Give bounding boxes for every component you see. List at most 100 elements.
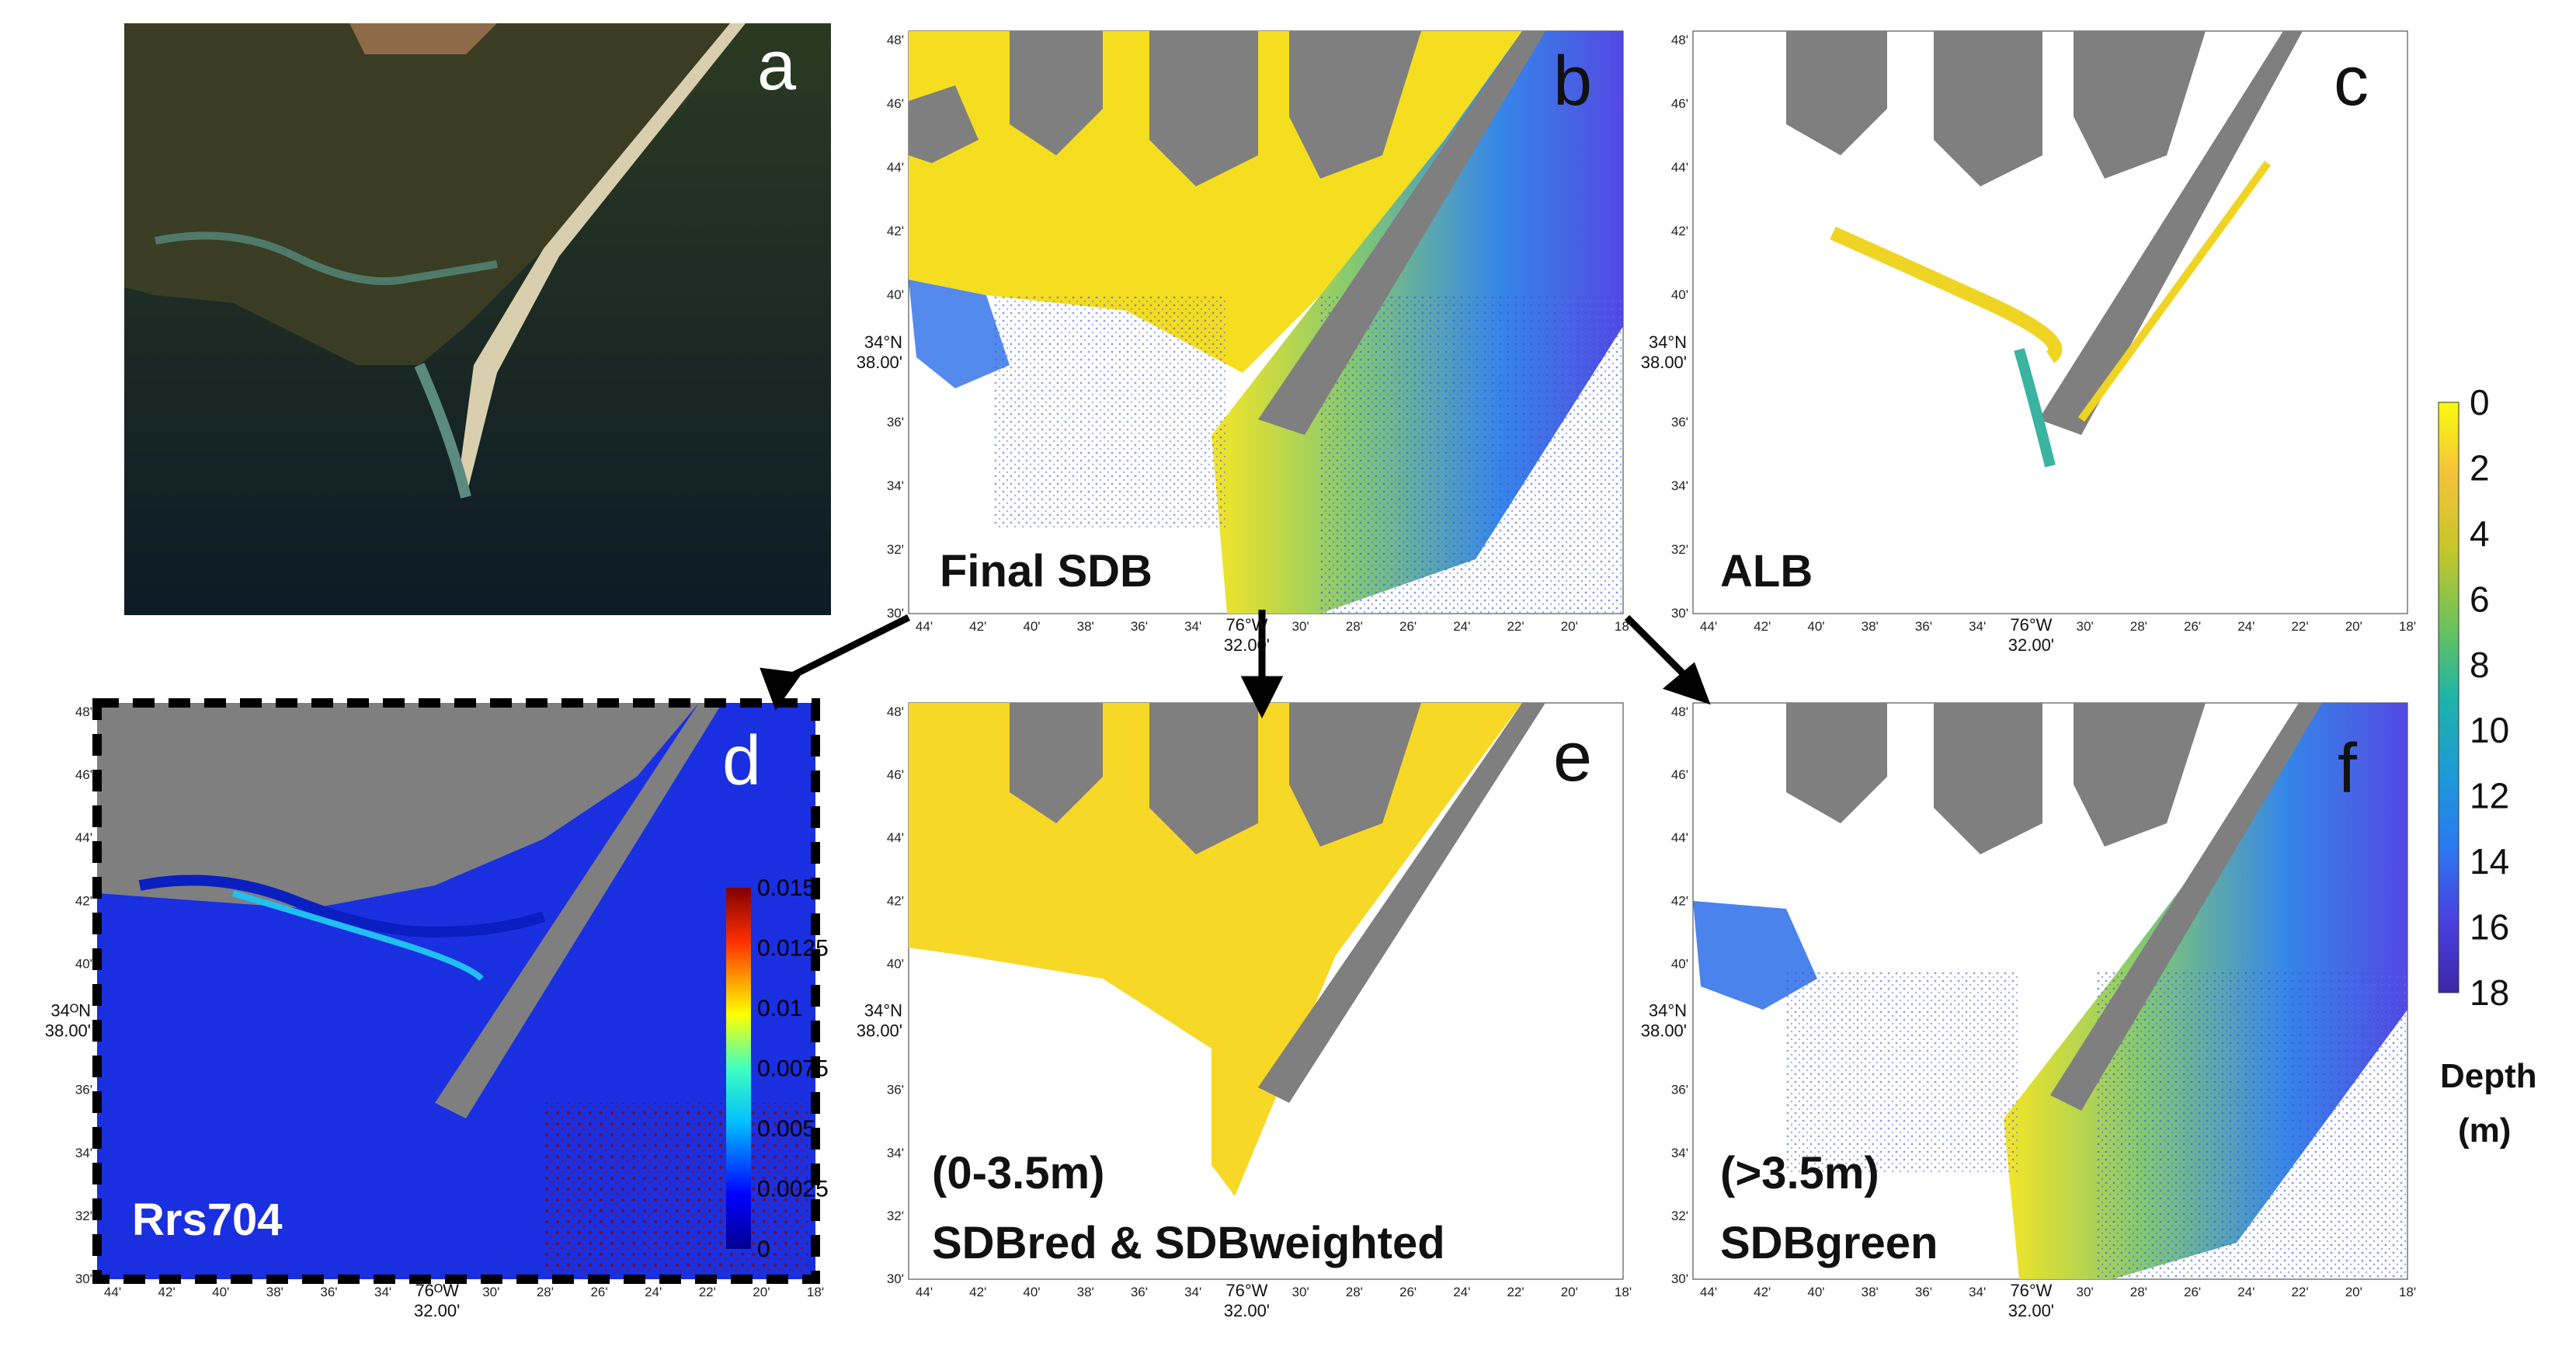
y-tick-label: 30' [1671, 1271, 1688, 1286]
y-tick-label: 32' [1671, 1209, 1688, 1223]
depth-colorbar-tick: 16 [2470, 907, 2509, 948]
y-tick-label: 36' [1671, 415, 1688, 430]
depth-colorbar-tick: 18 [2470, 972, 2509, 1013]
panel-f-letter: f [2338, 730, 2358, 808]
depth-colorbar-tick: 8 [2470, 645, 2490, 685]
x-axis-center-minutes: 32.00' [414, 1301, 460, 1320]
rrs-colorbar-tick: 0 [757, 1237, 770, 1262]
x-tick-label: 20' [2345, 619, 2362, 634]
x-tick-label: 38' [1862, 1285, 1879, 1299]
channel [155, 231, 498, 285]
y-tick-label: 34' [75, 1146, 92, 1160]
farmland [349, 23, 497, 54]
x-tick-label: 22' [2291, 1285, 2308, 1299]
x-tick-label: 42' [969, 1285, 986, 1299]
x-tick-label: 34' [1969, 619, 1986, 634]
depth-colorbar-tick: 14 [2470, 841, 2509, 882]
x-tick-label: 36' [1131, 619, 1148, 634]
x-tick-label: 18' [807, 1285, 824, 1299]
x-tick-label: 38' [1862, 619, 1879, 634]
rrs-colorbar-tick: 0.0075 [757, 1056, 829, 1082]
land [97, 703, 699, 909]
x-tick-label: 26' [2184, 1285, 2201, 1299]
y-axis-center-label: 34°N [864, 1001, 902, 1021]
y-axis-center-label: 34ᴼN [50, 1001, 91, 1021]
x-tick-label: 18' [2399, 619, 2416, 634]
y-tick-label: 32' [1671, 542, 1688, 557]
alb-coverage [1830, 226, 2063, 363]
y-tick-label: 40' [1671, 956, 1688, 971]
land [1149, 703, 1258, 854]
x-tick-label: 36' [320, 1285, 337, 1299]
y-tick-label: 40' [75, 956, 92, 971]
y-tick-label: 34' [1671, 478, 1688, 493]
x-tick-label: 26' [2184, 619, 2201, 634]
y-tick-label: 46' [1671, 767, 1688, 782]
depth-colorbar-tick: 2 [2470, 447, 2490, 488]
rrs-colorbar-tick: 0.015 [757, 875, 815, 901]
land [1934, 31, 2042, 186]
y-tick-label: 48' [1671, 704, 1688, 719]
x-tick-label: 40' [1023, 1285, 1040, 1299]
panel-c-letter: c [2334, 43, 2369, 120]
x-axis-center-minutes: 32.00' [2008, 1301, 2054, 1320]
y-tick-label: 30' [1671, 606, 1688, 621]
axis-labels: 48' 46' 44' 42' 40' 34°N38.00' 36' 34' 32' 30' 44'… [45, 33, 2416, 1320]
barrier-island [2050, 703, 2322, 1111]
land [1786, 31, 1887, 155]
land-mass [124, 23, 730, 365]
depth-colorbar-title: Depth [2440, 1057, 2537, 1095]
alb-coverage [2014, 348, 2056, 468]
x-tick-label: 22' [699, 1285, 716, 1299]
y-tick-label: 36' [75, 1083, 92, 1097]
x-tick-label: 20' [1561, 619, 1578, 634]
y-tick-label: 44' [1671, 160, 1688, 175]
x-tick-label: 30' [1292, 619, 1309, 634]
depth-colorbar-gradient [2438, 402, 2460, 993]
y-tick-label: 34' [887, 1146, 904, 1160]
x-tick-label: 26' [590, 1285, 607, 1299]
y-tick-label: 40' [887, 956, 904, 971]
x-tick-label: 38' [1077, 619, 1094, 634]
y-tick-label: 46' [887, 96, 904, 111]
y-tick-label: 46' [75, 767, 92, 782]
x-tick-label: 28' [1346, 619, 1363, 634]
x-tick-label: 42' [158, 1285, 176, 1299]
x-tick-label: 20' [753, 1285, 770, 1299]
x-axis-center-label: 76°W [2010, 1281, 2052, 1300]
y-tick-label: 44' [75, 830, 92, 845]
x-tick-label: 34' [1184, 619, 1201, 634]
x-tick-label: 36' [1915, 619, 1932, 634]
y-axis-center-minutes: 38.00' [857, 1021, 902, 1041]
depth-colorbar-tick: 10 [2470, 710, 2509, 750]
x-tick-label: 36' [1131, 1285, 1148, 1299]
rrs-colorbar-tick: 0.0125 [757, 936, 829, 962]
x-tick-label: 38' [266, 1285, 283, 1299]
y-tick-label: 32' [887, 1209, 904, 1223]
y-tick-label: 42' [1671, 224, 1688, 238]
x-tick-label: 34' [1184, 1285, 1201, 1299]
panel-d-rrs704: d Rrs704 [92, 698, 820, 1284]
y-tick-label: 40' [1671, 287, 1688, 302]
y-tick-label: 44' [887, 160, 904, 175]
x-axis-center-label: 76°W [1225, 1281, 1267, 1300]
depth-colorbar-tick: 12 [2470, 776, 2509, 816]
rrs-colorbar-tick: 0.01 [757, 996, 802, 1021]
panel-b-letter: b [1553, 43, 1592, 120]
rrs-colorbar [726, 888, 751, 1249]
inlet-shoal [909, 280, 1010, 388]
y-tick-label: 48' [75, 704, 92, 719]
y-tick-label: 48' [1671, 33, 1688, 47]
depth-colorbar-tick: 4 [2470, 513, 2490, 554]
depth-colorbar: 0 2 4 6 8 10 12 14 16 18 Depth (m) [2438, 382, 2537, 1150]
y-tick-label: 36' [887, 415, 904, 430]
depth-colorbar-tick: 6 [2470, 579, 2490, 619]
x-tick-label: 44' [1700, 1285, 1717, 1299]
y-tick-label: 42' [887, 224, 904, 238]
x-axis-center-label: 76°W [2010, 615, 2052, 635]
x-axis-center-minutes: 32.00' [1224, 1301, 1270, 1320]
y-tick-label: 32' [75, 1209, 92, 1223]
x-tick-label: 44' [104, 1285, 121, 1299]
y-tick-label: 36' [1671, 1083, 1688, 1097]
